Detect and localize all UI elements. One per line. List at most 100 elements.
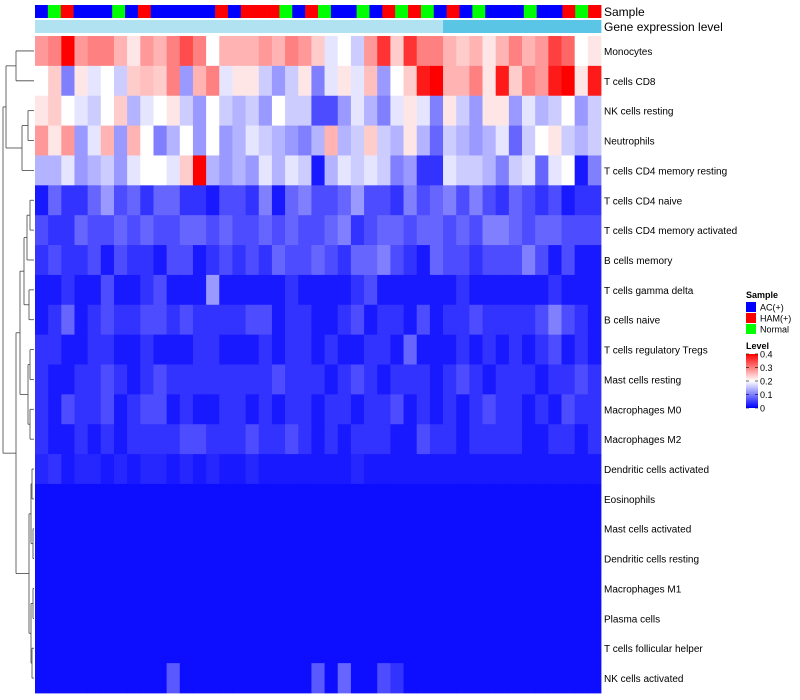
heatmap-cell — [100, 364, 115, 395]
heatmap-cell — [522, 394, 536, 425]
heatmap-cell — [285, 334, 299, 365]
heatmap-cell — [258, 65, 273, 97]
heatmap-cell — [561, 155, 576, 186]
heatmap-cell — [206, 603, 220, 634]
heatmap-cell — [548, 543, 562, 574]
heatmap-cell — [416, 125, 431, 156]
heatmap-cell — [587, 364, 602, 395]
heatmap-cell — [298, 274, 312, 306]
heatmap-cell — [469, 36, 483, 67]
heatmap-cell — [522, 274, 536, 306]
heatmap-cell — [140, 304, 154, 336]
heatmap-cell — [390, 125, 404, 156]
heatmap-cell — [140, 603, 154, 634]
heatmap-cell — [166, 125, 181, 156]
heatmap-cell — [522, 65, 536, 97]
heatmap-cell — [285, 633, 299, 664]
heatmap-cell — [245, 185, 260, 216]
heatmap-cell — [574, 543, 589, 574]
heatmap-cell — [100, 334, 115, 365]
heatmap-cell — [337, 36, 352, 67]
heatmap-cell — [179, 36, 194, 67]
row-label: T cells CD4 naive — [604, 196, 683, 207]
heatmap-cell — [443, 304, 457, 336]
gene-expression-annotation-cell — [548, 20, 562, 33]
heatmap-cell — [35, 36, 49, 67]
heatmap-cell — [535, 65, 549, 97]
heatmap-cell — [61, 95, 75, 126]
heatmap-cell — [285, 603, 299, 634]
row-label: Macrophages M0 — [604, 405, 682, 416]
heatmap-cell — [127, 155, 141, 186]
heatmap-cell — [443, 573, 457, 604]
heatmap-cell — [113, 454, 128, 485]
heatmap-cell — [127, 304, 141, 336]
heatmap-cell — [232, 334, 246, 365]
heatmap-cell — [153, 663, 168, 694]
heatmap-cell — [140, 573, 154, 604]
heatmap-cell — [443, 633, 457, 664]
heatmap-cell — [548, 304, 562, 336]
heatmap-cell — [482, 543, 497, 574]
heatmap-cell — [364, 304, 378, 336]
heatmap-cell — [311, 454, 325, 485]
heatmap-cell — [456, 663, 470, 694]
heatmap-cell — [285, 394, 299, 425]
heatmap-cell — [271, 185, 286, 216]
heatmap-cell — [258, 454, 273, 485]
heatmap-cell — [232, 603, 246, 634]
heatmap-cell — [192, 394, 207, 425]
heatmap-cell — [232, 454, 246, 485]
heatmap-cell — [324, 603, 339, 634]
heatmap-cell — [548, 424, 562, 455]
heatmap-cell — [140, 215, 154, 246]
gene-expression-annotation-cell — [48, 20, 62, 33]
heatmap-cell — [377, 215, 391, 246]
heatmap-cell — [350, 603, 365, 634]
heatmap-cell — [364, 454, 378, 485]
sample-annotation-cell — [382, 5, 396, 18]
heatmap-cell — [416, 36, 431, 67]
heatmap-cell — [74, 215, 89, 246]
heatmap-cell — [298, 36, 312, 67]
heatmap-cell — [311, 573, 325, 604]
heatmap-cells — [35, 36, 602, 694]
heatmap-cell — [390, 663, 404, 694]
heatmap-cell — [482, 424, 497, 455]
heatmap-cell — [403, 483, 418, 515]
heatmap-cell — [127, 245, 141, 276]
heatmap-cell — [166, 185, 181, 216]
heatmap-cell — [456, 483, 470, 515]
heatmap-cell — [74, 155, 89, 186]
row-label: T cells CD4 memory activated — [604, 226, 737, 237]
heatmap-cell — [403, 364, 418, 395]
heatmap-cell — [574, 663, 589, 694]
heatmap-cell — [495, 424, 510, 455]
heatmap-cell — [561, 483, 576, 515]
heatmap-cell — [416, 65, 431, 97]
heatmap-cell — [258, 155, 273, 186]
heatmap-cell — [377, 65, 391, 97]
heatmap-cell — [271, 633, 286, 664]
heatmap-cell — [482, 513, 497, 545]
heatmap-cell — [258, 364, 273, 395]
heatmap-cell — [153, 454, 168, 485]
sample-annotation-cell — [279, 5, 293, 18]
heatmap-cell — [61, 663, 75, 694]
heatmap-cell — [508, 185, 523, 216]
sample-legend: Sample AC(+)HAM(+)Normal — [746, 290, 791, 335]
heatmap-cell — [403, 454, 418, 485]
heatmap-cell — [337, 543, 352, 574]
heatmap-cell — [113, 95, 128, 126]
sample-legend-swatch — [746, 302, 756, 312]
heatmap-cell — [429, 543, 444, 574]
heatmap-cell — [377, 95, 391, 126]
heatmap-cell — [482, 304, 497, 336]
heatmap-cell — [166, 394, 181, 425]
heatmap-cell — [271, 513, 286, 545]
heatmap-cell — [350, 334, 365, 365]
heatmap-cell — [298, 155, 312, 186]
heatmap-cell — [508, 573, 523, 604]
heatmap-cell — [443, 394, 457, 425]
heatmap-cell — [429, 603, 444, 634]
